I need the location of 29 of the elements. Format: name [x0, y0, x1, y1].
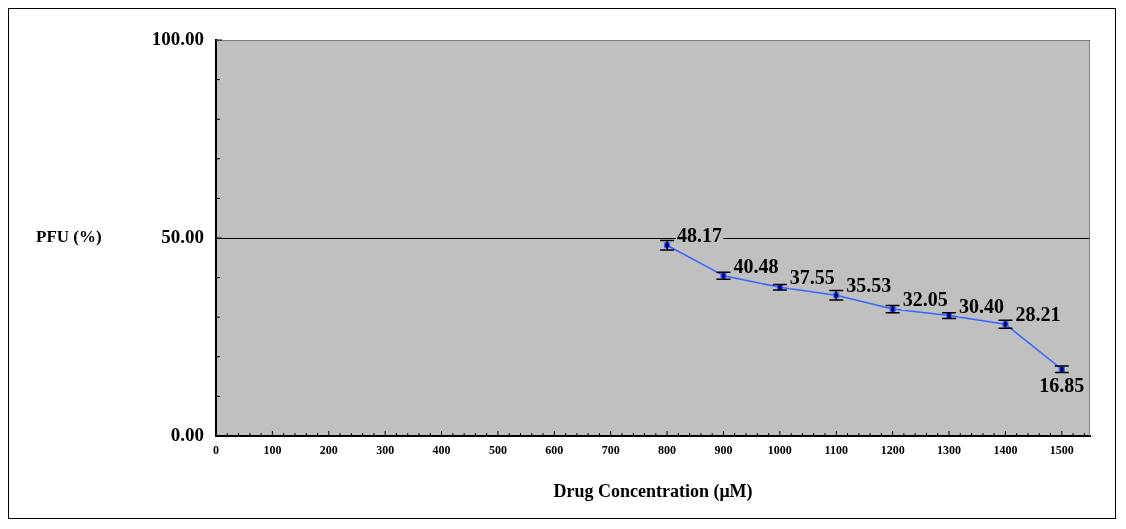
x-tick-label: 1000 — [767, 443, 792, 458]
data-label: 48.17 — [677, 224, 723, 247]
x-tick-label: 1500 — [1049, 443, 1074, 458]
x-tick-label: 0 — [213, 443, 219, 458]
data-label: 40.48 — [733, 254, 779, 277]
x-tick-label: 1400 — [993, 443, 1018, 458]
x-tick-label: 1100 — [824, 443, 848, 458]
data-label: 37.55 — [789, 266, 835, 289]
data-label: 16.85 — [1039, 374, 1085, 397]
y-axis-title: PFU (%) — [36, 227, 102, 247]
x-tick-label: 300 — [376, 443, 395, 458]
x-tick-label: 600 — [545, 443, 564, 458]
x-tick-label: 400 — [432, 443, 451, 458]
x-axis-title: Drug Concentration (μM) — [553, 480, 753, 502]
x-tick-label: 900 — [714, 443, 733, 458]
x-tick-label: 500 — [488, 443, 507, 458]
y-tick-label: 100.00 — [151, 27, 204, 49]
x-tick-label: 800 — [658, 443, 677, 458]
x-tick-label: 100 — [263, 443, 282, 458]
y-tick-label: 50.00 — [161, 225, 204, 247]
x-tick-label: 1200 — [880, 443, 905, 458]
data-label: 30.40 — [959, 294, 1005, 317]
y-tick-label: 0.00 — [170, 423, 204, 445]
x-tick-label: 200 — [319, 443, 338, 458]
x-tick-label: 700 — [601, 443, 620, 458]
data-label: 28.21 — [1015, 303, 1061, 326]
data-label: 35.53 — [846, 274, 892, 297]
data-label: 32.05 — [902, 288, 948, 311]
x-tick-label: 1300 — [937, 443, 962, 458]
